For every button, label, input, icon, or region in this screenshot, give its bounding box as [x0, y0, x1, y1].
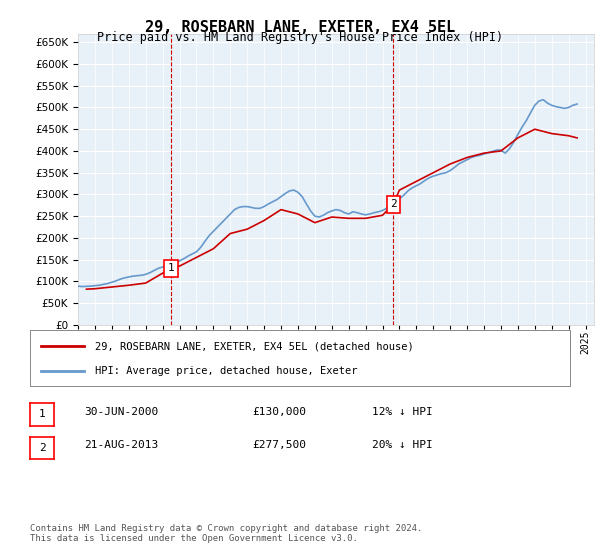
Text: HPI: Average price, detached house, Exeter: HPI: Average price, detached house, Exet… [95, 366, 358, 376]
Text: £130,000: £130,000 [252, 407, 306, 417]
Text: 1: 1 [167, 263, 175, 273]
Text: 1: 1 [38, 409, 46, 419]
Text: £277,500: £277,500 [252, 440, 306, 450]
Text: 30-JUN-2000: 30-JUN-2000 [84, 407, 158, 417]
Text: 12% ↓ HPI: 12% ↓ HPI [372, 407, 433, 417]
Text: 29, ROSEBARN LANE, EXETER, EX4 5EL (detached house): 29, ROSEBARN LANE, EXETER, EX4 5EL (deta… [95, 341, 413, 351]
Text: Price paid vs. HM Land Registry's House Price Index (HPI): Price paid vs. HM Land Registry's House … [97, 31, 503, 44]
Text: 2: 2 [38, 443, 46, 453]
Text: 2: 2 [390, 199, 397, 209]
Text: 21-AUG-2013: 21-AUG-2013 [84, 440, 158, 450]
Text: 20% ↓ HPI: 20% ↓ HPI [372, 440, 433, 450]
Text: 29, ROSEBARN LANE, EXETER, EX4 5EL: 29, ROSEBARN LANE, EXETER, EX4 5EL [145, 20, 455, 35]
Text: Contains HM Land Registry data © Crown copyright and database right 2024.
This d: Contains HM Land Registry data © Crown c… [30, 524, 422, 543]
